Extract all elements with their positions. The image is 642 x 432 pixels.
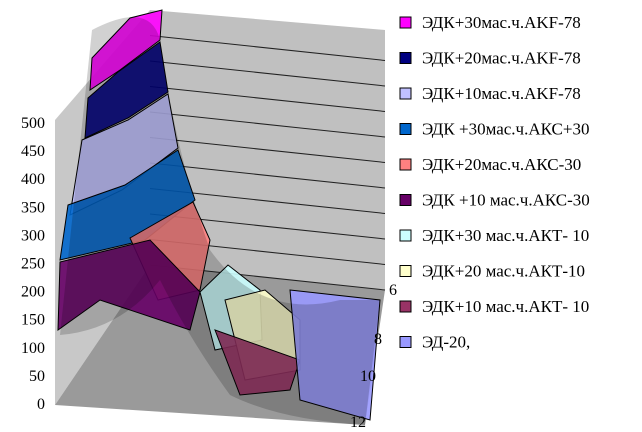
y-tick-label: 150 <box>21 312 45 329</box>
depth-axis-ticks: 6 8 10 12 <box>350 282 397 431</box>
y-tick-label: 450 <box>21 143 45 160</box>
legend-label: ЭДК +30мас.ч.АКС+30 <box>422 120 589 139</box>
y-tick-label: 250 <box>21 256 45 273</box>
y-tick-label: 100 <box>21 340 45 357</box>
legend-label: ЭДК+20мас.ч.AKF-78 <box>422 49 581 68</box>
y-tick-label: 500 <box>21 115 45 132</box>
y-tick-label: 50 <box>29 368 45 385</box>
y-tick-label: 200 <box>21 284 45 301</box>
gridline <box>149 162 386 189</box>
legend-swatch <box>399 158 412 171</box>
legend-swatch <box>399 123 412 135</box>
surface-band <box>57 239 201 331</box>
legend-swatch <box>399 336 412 348</box>
y-tick-label: 300 <box>21 227 45 244</box>
legend-label: ЭДК+30мас.ч.AKF-78 <box>422 13 581 32</box>
legend-swatch <box>399 194 412 206</box>
legend-label: ЭДК+30 мас.ч.АКТ- 10 <box>422 226 589 245</box>
legend-swatch <box>399 87 412 100</box>
surface-band <box>289 289 381 421</box>
gridline <box>149 86 386 112</box>
legend: ЭДК+30мас.ч.AKF-78 ЭДК+20мас.ч.AKF-78 ЭДК+… <box>399 13 590 352</box>
legend-label: ЭДК +10 мас.ч.АКС-30 <box>422 191 590 210</box>
gridlines <box>149 35 386 291</box>
y-tick-label: 400 <box>21 171 45 188</box>
depth-tick-label: 6 <box>389 282 397 299</box>
y-axis-ticks: 0 50 100 150 200 250 300 350 400 450 500 <box>21 115 45 413</box>
legend-swatch <box>399 16 412 29</box>
legend-label: ЭДК+10мас.ч.AKF-78 <box>422 84 581 103</box>
y-tick-label: 350 <box>21 199 45 216</box>
legend-label: ЭДК+20 мас.ч.АКТ-10 <box>422 262 585 281</box>
gridline <box>149 137 386 163</box>
surface-band <box>214 329 301 396</box>
surface-band <box>59 149 196 261</box>
surface-shadow <box>60 17 380 426</box>
surface-band <box>89 9 163 91</box>
legend-swatch <box>399 300 412 313</box>
surface-plot <box>57 9 381 426</box>
legend-label: ЭДК+10 мас.ч.АКТ- 10 <box>422 297 589 316</box>
y-tick-label: 0 <box>37 396 45 413</box>
legend-label: ЭД-20, <box>422 333 470 352</box>
gridline <box>149 111 386 138</box>
surface-band <box>84 41 169 139</box>
depth-tick-label: 8 <box>374 331 382 348</box>
legend-swatch <box>399 265 412 277</box>
legend-label: ЭДК+20мас.ч.АКС-30 <box>422 155 581 174</box>
depth-tick-label: 12 <box>350 414 366 431</box>
legend-swatch <box>399 229 412 242</box>
legend-swatch <box>399 52 412 64</box>
gridline <box>149 60 386 87</box>
gridline <box>149 35 386 61</box>
depth-tick-label: 10 <box>360 368 376 385</box>
